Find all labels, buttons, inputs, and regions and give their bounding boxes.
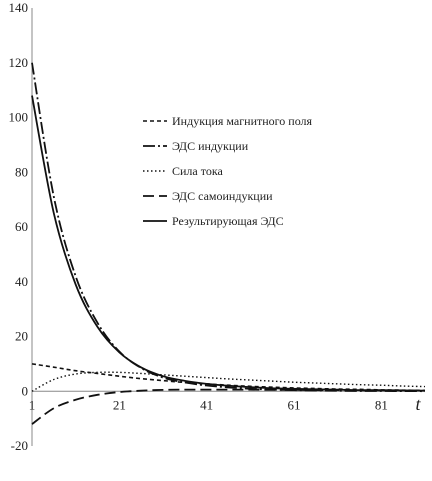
legend: Индукция магнитного поля ЭДС индукции Сила… (143, 114, 313, 228)
series-line-2 (31, 62, 426, 393)
series-line-4 (31, 388, 426, 425)
tick-labels: -20 0 20 40 60 80 100 120 140 1 21 41 61 81 (9, 0, 388, 453)
x-tick-label: 1 (29, 397, 36, 412)
x-axis-label: t (415, 394, 421, 414)
x-tick-label: 61 (288, 397, 301, 412)
y-tick-label: 120 (9, 55, 29, 70)
x-tick-label: 81 (375, 397, 388, 412)
legend-label: Результирующая ЭДС (172, 214, 284, 228)
y-tick-label: 40 (15, 274, 28, 289)
series-layer (31, 62, 426, 425)
y-tick-label: 20 (15, 329, 28, 344)
legend-label: ЭДС индукции (172, 139, 249, 153)
legend-label: Сила тока (172, 164, 223, 178)
axes (31, 8, 425, 446)
series-line-3 (31, 371, 426, 392)
y-tick-label: 140 (9, 0, 29, 15)
x-tick-label: 41 (200, 397, 213, 412)
y-tick-label: 60 (15, 219, 28, 234)
y-tick-label: 0 (22, 383, 29, 398)
y-tick-label: 80 (15, 164, 28, 179)
legend-label: Индукция магнитного поля (172, 114, 313, 128)
y-tick-label: 100 (9, 110, 29, 125)
legend-label: ЭДС самоиндукции (172, 189, 273, 203)
x-tick-label: 21 (113, 397, 126, 412)
y-tick-label: -20 (11, 438, 28, 453)
series-line-5 (31, 95, 426, 392)
